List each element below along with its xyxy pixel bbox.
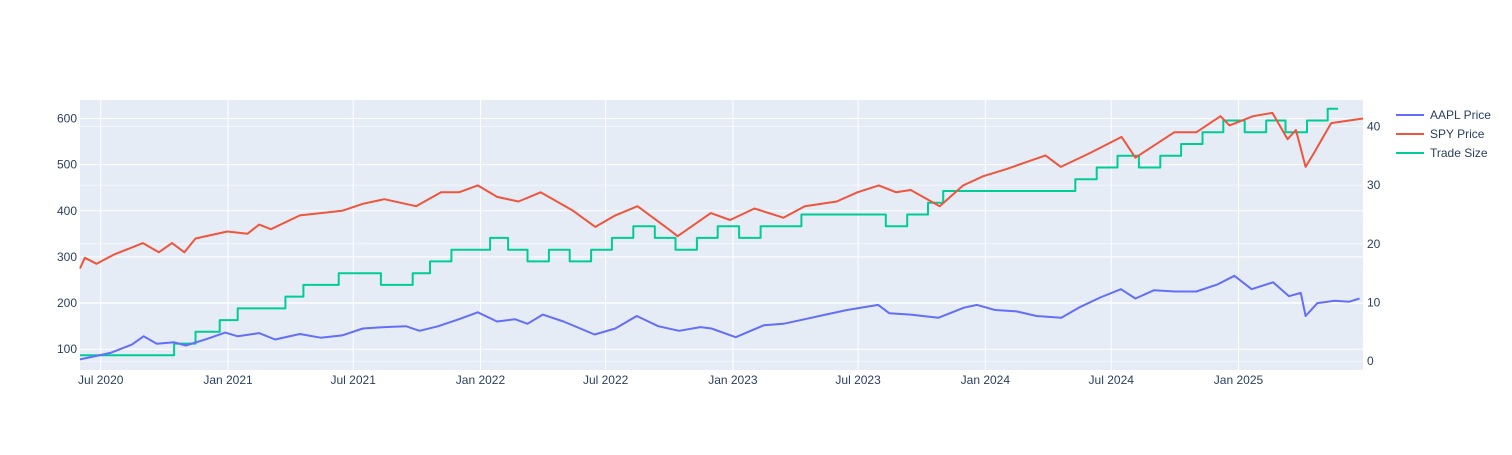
x-tick-label: Jul 2021	[331, 373, 377, 387]
x-tick-label: Jan 2022	[456, 373, 506, 387]
x-tick-label: Jan 2024	[961, 373, 1011, 387]
legend-item[interactable]: SPY Price	[1396, 127, 1485, 141]
y2-tick-label: 20	[1367, 237, 1381, 251]
y2-tick-label: 10	[1367, 296, 1381, 310]
y-tick-label: 300	[57, 250, 77, 264]
y-tick-label: 200	[57, 296, 77, 310]
x-tick-label: Jan 2023	[708, 373, 758, 387]
x-tick-label: Jan 2025	[1214, 373, 1264, 387]
series-line-trade-size[interactable]	[80, 107, 1339, 357]
series-line-spy-price[interactable]	[79, 111, 1364, 269]
legend-label: Trade Size	[1430, 146, 1488, 160]
grid-lines	[80, 100, 1363, 370]
y-tick-label: 400	[57, 204, 77, 218]
x-tick-label: Jul 2020	[78, 373, 124, 387]
y2-tick-label: 40	[1367, 119, 1381, 133]
plot-background	[80, 100, 1363, 370]
legend[interactable]: AAPL Price SPY Price Trade Size	[1396, 108, 1491, 160]
x-axis-ticks: Jul 2020 Jan 2021 Jul 2021 Jan 2022 Jul 2022…	[78, 373, 1263, 387]
y2-tick-label: 0	[1367, 354, 1374, 368]
x-tick-label: Jul 2022	[583, 373, 629, 387]
y-tick-label: 600	[57, 111, 77, 125]
y-axis-ticks: 100 200 300 400 500 600	[57, 111, 77, 356]
legend-item[interactable]: Trade Size	[1396, 146, 1488, 160]
series-lines	[79, 107, 1364, 361]
x-tick-label: Jul 2023	[835, 373, 881, 387]
y-tick-label: 100	[57, 342, 77, 356]
y2-tick-label: 30	[1367, 178, 1381, 192]
x-tick-label: Jul 2024	[1089, 373, 1135, 387]
y-tick-label: 500	[57, 158, 77, 172]
y2-axis-ticks: 0 10 20 30 40	[1367, 119, 1381, 368]
legend-item[interactable]: AAPL Price	[1396, 108, 1491, 122]
series-line-aapl-price[interactable]	[79, 274, 1360, 361]
x-tick-label: Jan 2021	[203, 373, 253, 387]
legend-label: SPY Price	[1430, 127, 1485, 141]
legend-label: AAPL Price	[1430, 108, 1491, 122]
